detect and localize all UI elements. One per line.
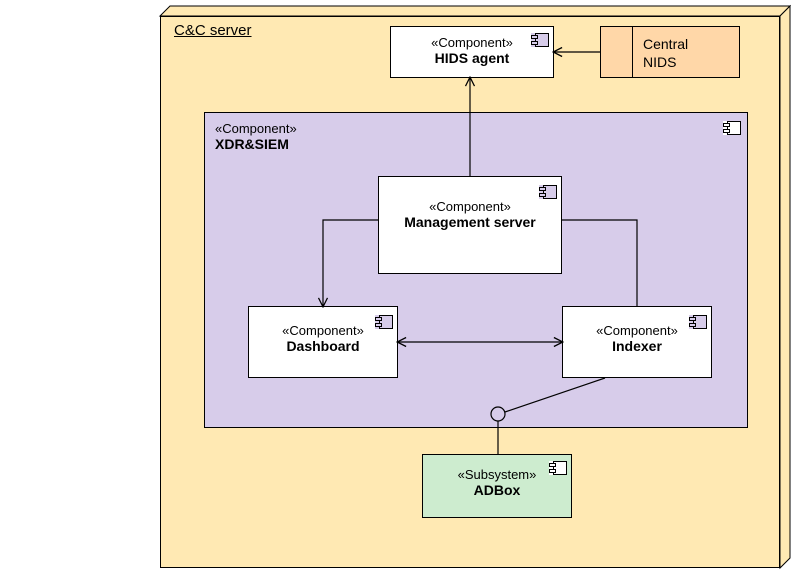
component-icon [539, 185, 557, 199]
component-icon [549, 461, 567, 475]
indexer-name: Indexer [563, 338, 711, 354]
indexer-component: «Component» Indexer [562, 306, 712, 378]
adbox-subsystem: «Subsystem» ADBox [422, 454, 572, 518]
nids-label-1: Central [643, 35, 688, 53]
xdr-stereotype: «Component» [215, 121, 297, 136]
hids-agent-component: «Component» HIDS agent [390, 26, 554, 78]
adbox-name: ADBox [423, 482, 571, 498]
management-server-component: «Component» Management server [378, 176, 562, 274]
mgmt-name: Management server [379, 214, 561, 230]
central-nids-inner: Central NIDS [632, 26, 740, 78]
mgmt-stereotype: «Component» [379, 199, 561, 214]
dashboard-name: Dashboard [249, 338, 397, 354]
hids-stereotype: «Component» [391, 35, 553, 50]
dashboard-component: «Component» Dashboard [248, 306, 398, 378]
diagram-canvas: «Component» XDR&SIEM «Component» HIDS ag… [0, 0, 791, 581]
component-icon [375, 315, 393, 329]
xdr-name: XDR&SIEM [215, 136, 297, 152]
component-icon [531, 33, 549, 47]
component-icon [689, 315, 707, 329]
nids-label-2: NIDS [643, 53, 688, 71]
cc-server-title: C&C server [174, 22, 252, 39]
component-icon [723, 121, 741, 135]
hids-name: HIDS agent [391, 50, 553, 66]
